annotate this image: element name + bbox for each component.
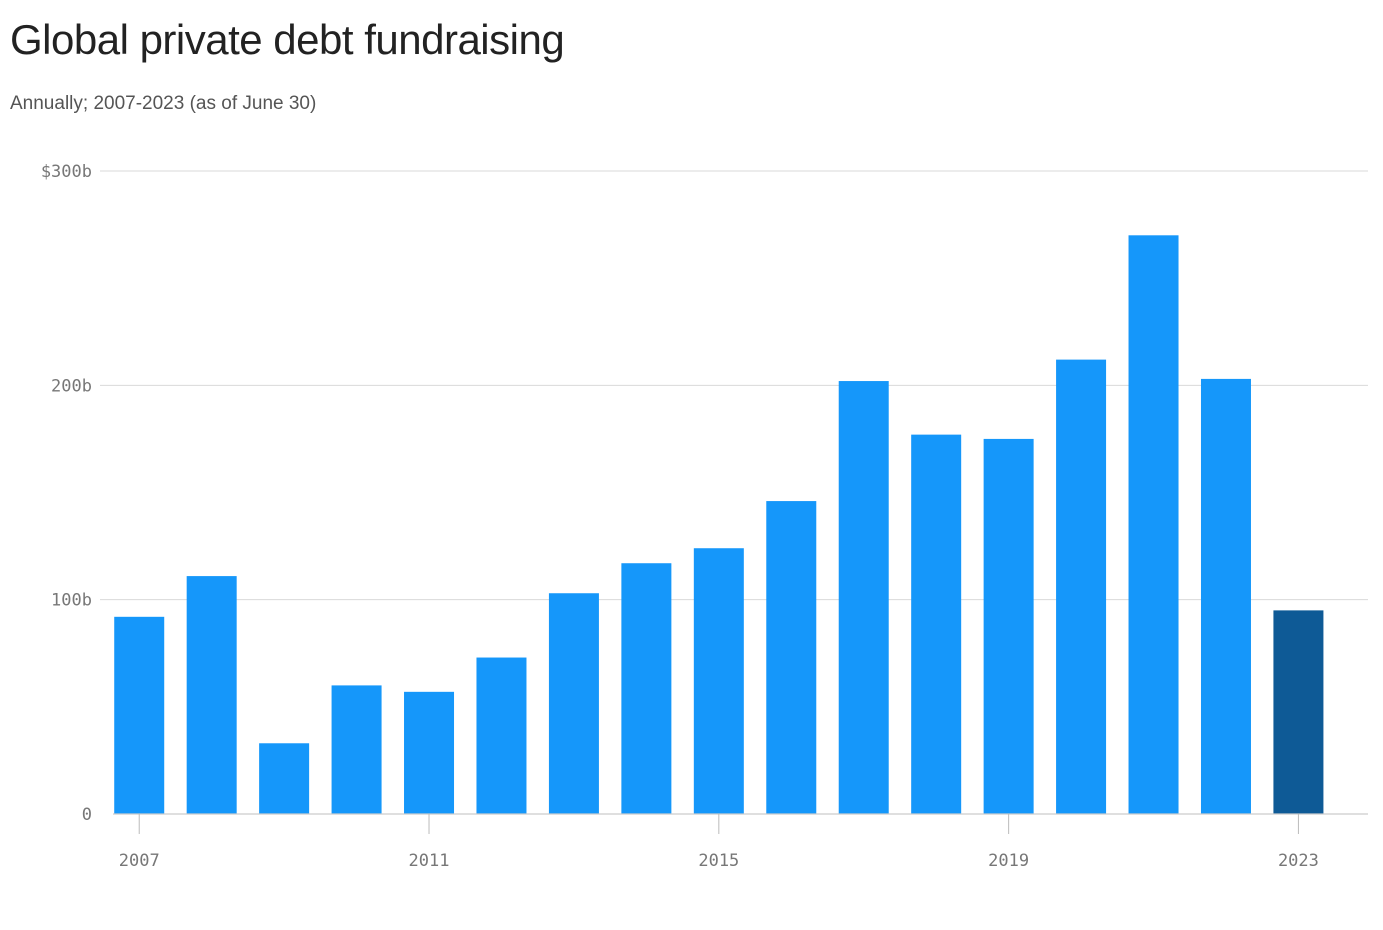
chart-subtitle: Annually; 2007-2023 (as of June 30) bbox=[10, 93, 317, 114]
chart-title: Global private debt fundraising bbox=[10, 16, 565, 63]
bar-2010 bbox=[331, 685, 382, 814]
x-tick-label: 2023 bbox=[1278, 851, 1319, 871]
x-axis bbox=[113, 813, 1368, 834]
bar-2021 bbox=[1128, 235, 1179, 815]
bar-2007 bbox=[114, 616, 165, 814]
bar-2014 bbox=[621, 563, 672, 814]
bar-2020 bbox=[1056, 359, 1107, 814]
bar-2015 bbox=[693, 548, 744, 814]
x-tick-label: 2015 bbox=[698, 851, 739, 871]
bar-2022 bbox=[1200, 378, 1251, 814]
y-tick-label: 0 bbox=[82, 805, 92, 825]
bar-2008 bbox=[186, 576, 237, 814]
bar-2009 bbox=[259, 743, 310, 814]
bar-2017 bbox=[838, 381, 889, 814]
x-tick-label: 2019 bbox=[988, 851, 1029, 871]
bar-2011 bbox=[404, 691, 455, 814]
tick-labels: 0 100b 200b $300b 2007 2011 2015 2019 2023 bbox=[41, 162, 1319, 871]
bars bbox=[114, 235, 1324, 815]
bar-2016 bbox=[766, 501, 817, 814]
y-tick-label: 100b bbox=[51, 591, 92, 611]
y-tick-label: 200b bbox=[51, 376, 92, 396]
x-tick-label: 2007 bbox=[119, 851, 160, 871]
bar-2013 bbox=[548, 593, 599, 814]
bar-2023 bbox=[1273, 610, 1324, 814]
bar-2018 bbox=[911, 434, 962, 814]
x-tick-label: 2011 bbox=[409, 851, 450, 871]
bar-2019 bbox=[983, 438, 1034, 814]
y-tick-label: $300b bbox=[41, 162, 92, 182]
bar-2012 bbox=[476, 657, 527, 814]
